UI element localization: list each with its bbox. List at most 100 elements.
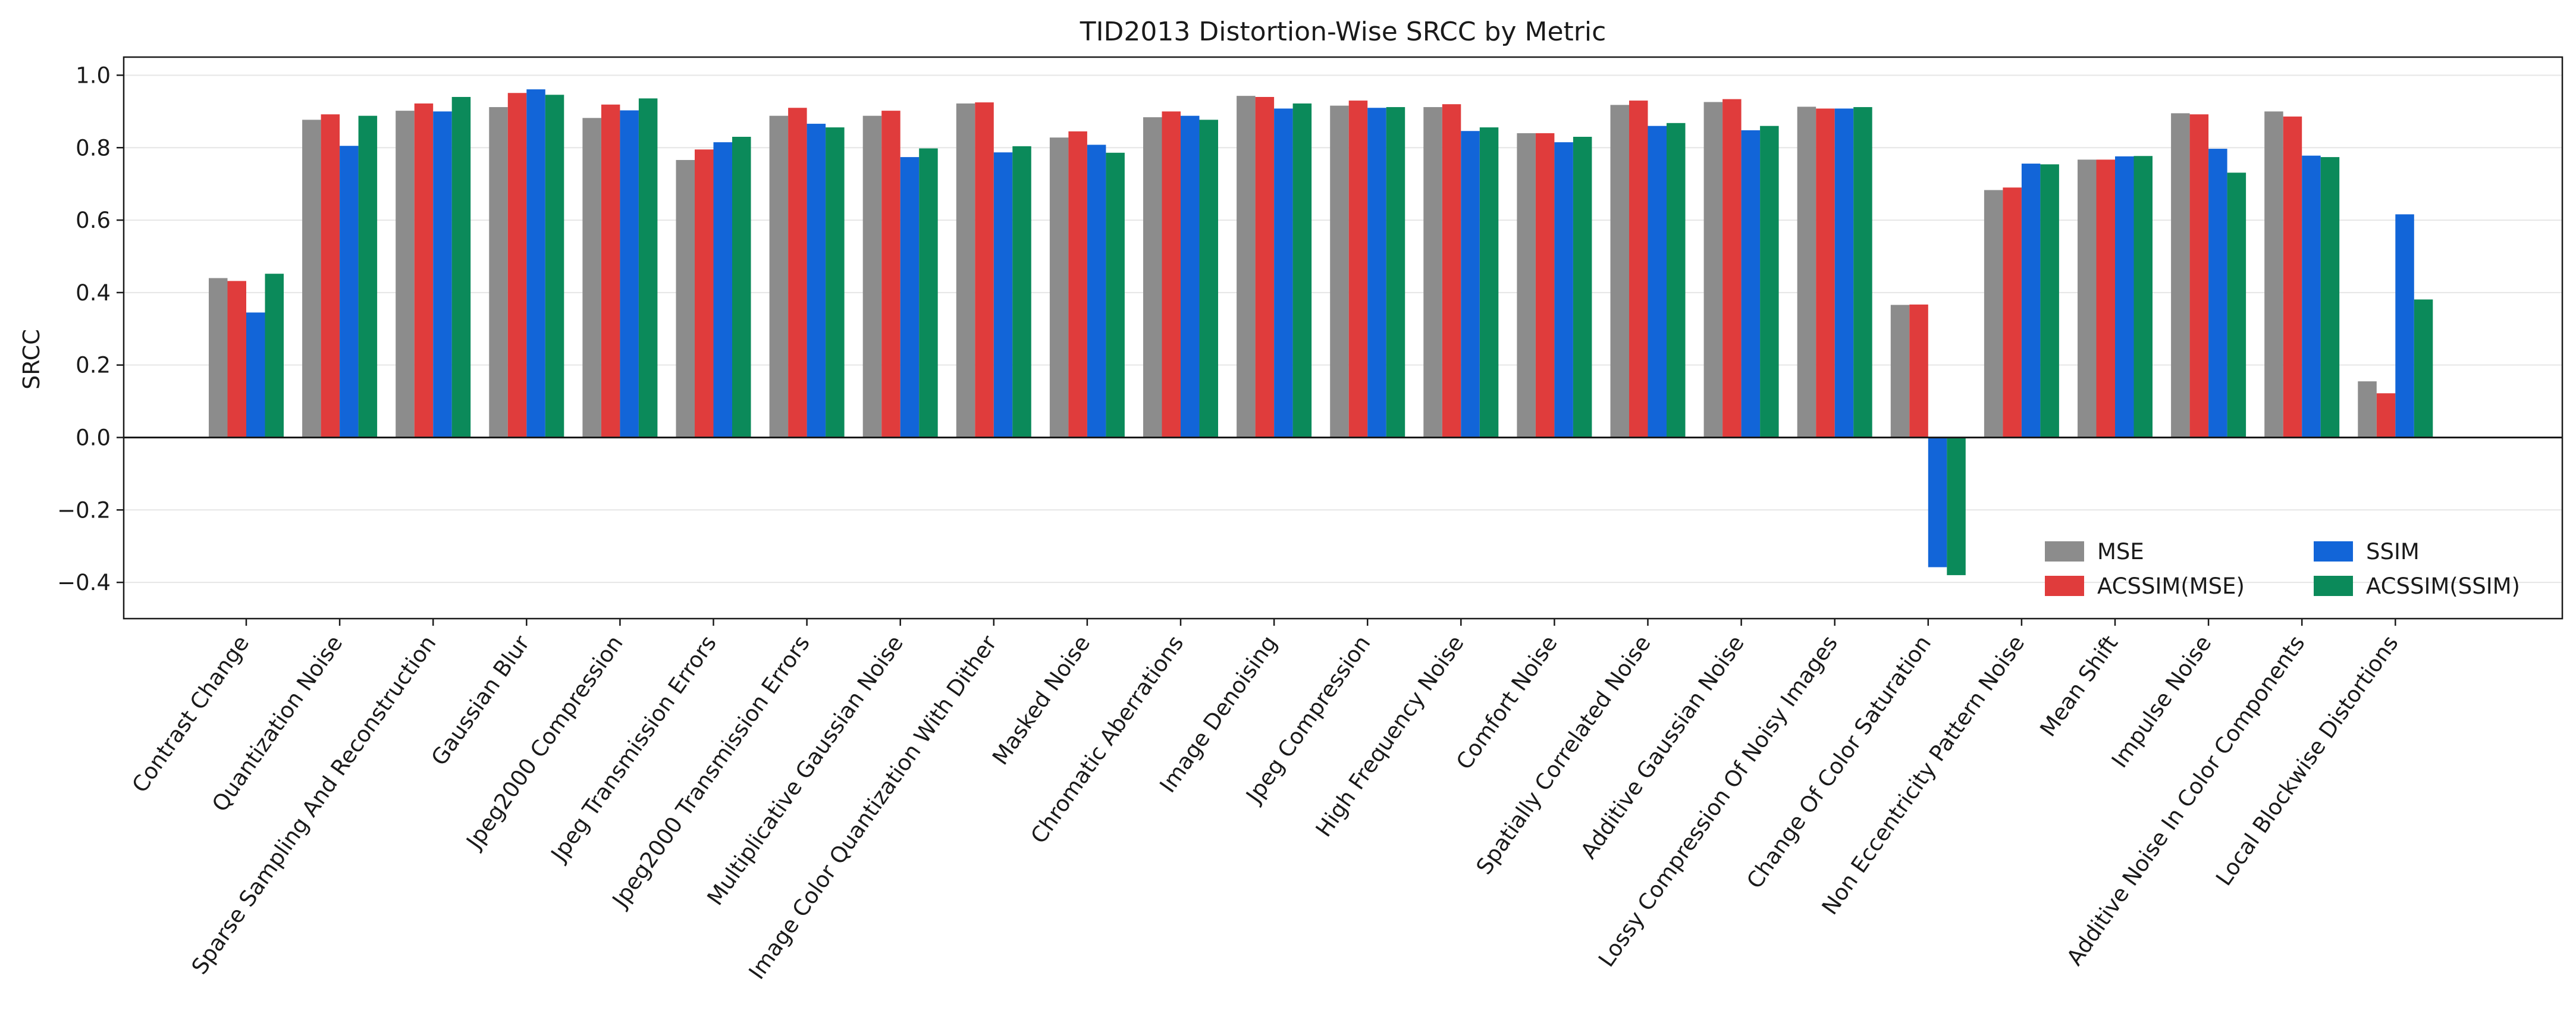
bar-ssim [340, 146, 359, 438]
bar-acssim-mse [881, 111, 900, 438]
bar-acssim-ssim [732, 136, 751, 438]
bar-mse [676, 159, 695, 438]
bar-mse [1610, 105, 1629, 438]
legend-swatch [2045, 576, 2084, 596]
bar-acssim-ssim [919, 148, 938, 438]
bar-acssim-ssim [1012, 146, 1031, 438]
bar-ssim [1087, 145, 1106, 438]
bar-mse [1797, 106, 1816, 438]
bar-acssim-ssim [545, 95, 564, 438]
bar-acssim-ssim [1947, 437, 1966, 575]
bar-acssim-ssim [1386, 107, 1405, 438]
bars [209, 89, 2433, 575]
bar-acssim-mse [2003, 187, 2022, 438]
bar-acssim-mse [1535, 133, 1555, 438]
bar-acssim-ssim [2040, 164, 2059, 438]
bar-mse [1237, 96, 1256, 438]
bar-ssim [807, 124, 826, 438]
bar-mse [1330, 105, 1349, 438]
bar-acssim-ssim [1853, 107, 1872, 438]
bar-mse [396, 111, 415, 438]
bar-acssim-mse [507, 93, 527, 438]
y-tick-label: 0.2 [76, 353, 111, 378]
y-tick-label: −0.4 [57, 570, 111, 595]
bar-mse [862, 115, 882, 438]
bar-mse [1517, 133, 1536, 438]
plot-area-frame [123, 56, 2564, 620]
chart-title: TID2013 Distortion-Wise SRCC by Metric [1080, 17, 1607, 47]
bar-acssim-mse [2283, 116, 2302, 438]
bar-ssim [246, 312, 265, 438]
legend-swatch [2045, 541, 2084, 562]
bar-mse [302, 120, 321, 438]
bar-acssim-mse [1722, 99, 1742, 438]
bar-acssim-mse [1162, 111, 1181, 438]
legend-label: ACSSIM(MSE) [2097, 573, 2245, 599]
bar-acssim-ssim [358, 115, 378, 438]
bar-acssim-ssim [2320, 157, 2340, 438]
bar-acssim-mse [1442, 104, 1461, 438]
legend-swatch [2314, 576, 2353, 596]
bar-acssim-mse [788, 108, 807, 438]
bar-mse [1703, 102, 1723, 438]
bar-acssim-mse [321, 114, 340, 438]
legend-swatch [2314, 541, 2353, 562]
bar-acssim-mse [2096, 159, 2115, 438]
bar-mse [1143, 117, 1162, 438]
bar-acssim-mse [1068, 131, 1087, 438]
bar-acssim-ssim [1199, 120, 1218, 438]
bar-mse [489, 107, 508, 438]
bar-acssim-mse [1348, 101, 1368, 438]
bar-acssim-mse [601, 104, 620, 438]
bar-mse [2264, 111, 2283, 438]
bar-acssim-mse [227, 281, 246, 438]
y-tick-label: −0.2 [57, 497, 111, 523]
bar-acssim-mse [1909, 304, 1928, 438]
bar-ssim [2208, 149, 2227, 438]
bar-ssim [1741, 130, 1761, 438]
bar-mse [1049, 137, 1069, 438]
bar-acssim-ssim [638, 98, 658, 438]
legend-label: ACSSIM(SSIM) [2366, 573, 2520, 599]
y-tick-label: 1.0 [76, 62, 111, 88]
y-tick-label: 0.0 [76, 425, 111, 450]
bar-acssim-ssim [1573, 136, 1592, 438]
bar-ssim [1648, 126, 1667, 438]
bar-acssim-ssim [1479, 127, 1499, 438]
bar-acssim-ssim [2133, 156, 2153, 438]
bar-acssim-mse [695, 149, 714, 438]
bar-acssim-mse [1255, 96, 1275, 438]
bar-acssim-mse [1629, 101, 1648, 438]
bar-acssim-mse [1816, 108, 1835, 438]
bar-mse [1423, 107, 1442, 438]
bar-ssim [1367, 108, 1386, 438]
bar-ssim [1274, 108, 1293, 438]
bar-acssim-ssim [1292, 103, 1312, 438]
y-tick-label: 0.4 [76, 280, 111, 306]
bar-ssim [2115, 156, 2134, 438]
bar-ssim [1181, 115, 1200, 438]
bar-acssim-mse [975, 102, 994, 438]
bar-mse [209, 278, 228, 438]
bar-ssim [713, 142, 732, 438]
legend-label: MSE [2097, 539, 2144, 564]
bar-mse [769, 115, 789, 438]
bar-ssim [900, 157, 920, 438]
bar-ssim [1834, 108, 1854, 438]
bar-ssim [1554, 142, 1573, 438]
bar-mse [1890, 305, 1910, 438]
bar-acssim-ssim [1106, 152, 1125, 438]
bar-mse [2078, 159, 2097, 438]
bar-ssim [2302, 155, 2321, 438]
bar-acssim-mse [414, 103, 434, 438]
bar-mse [582, 118, 601, 438]
bar-ssim [1928, 437, 1947, 567]
y-tick-label: 0.6 [76, 208, 111, 233]
y-axis-title: SRCC [18, 329, 45, 390]
bar-ssim [2395, 214, 2414, 438]
bar-acssim-ssim [265, 274, 284, 438]
y-tick-label: 0.8 [76, 135, 111, 161]
bar-ssim [620, 110, 639, 438]
bar-ssim [433, 111, 452, 438]
